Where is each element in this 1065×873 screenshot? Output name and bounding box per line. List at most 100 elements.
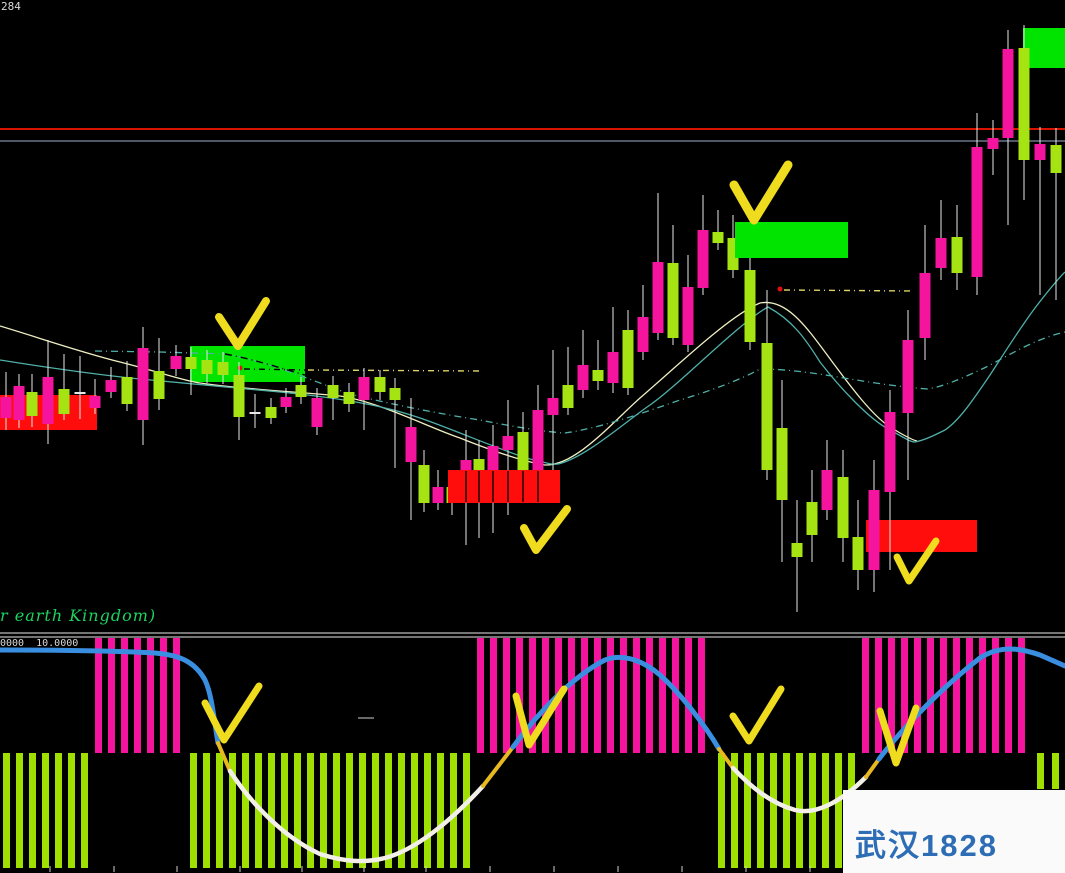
buy-zone-box (1023, 28, 1065, 68)
magenta-histogram-bar (173, 638, 180, 753)
green-histogram-bar (333, 753, 340, 868)
oscillator-line (0, 646, 1065, 864)
magenta-histogram-bar (875, 638, 882, 753)
watermark-badge: 武汉1828 wh1828.com (843, 790, 1065, 873)
green-histogram-bar (822, 753, 829, 868)
bear-candle (1018, 48, 1030, 160)
bull-candle (919, 273, 931, 338)
main-checkmarks (215, 160, 940, 585)
bull-candle (1002, 49, 1014, 138)
magenta-histogram-bar (620, 638, 627, 753)
checkmark-icon (520, 505, 571, 554)
bear-candle (791, 543, 803, 557)
bull-candle (0, 397, 12, 418)
bear-candle (185, 357, 197, 369)
bear-candle (389, 388, 401, 400)
bull-candle (547, 398, 559, 415)
magenta-histogram-bar (160, 638, 167, 753)
oscillator-segment (481, 745, 515, 788)
checkmark-icon (876, 704, 920, 767)
magenta-histogram-bar (581, 638, 588, 753)
magenta-histogram-bar (992, 638, 999, 753)
checkmark-icon (729, 160, 793, 225)
oscillator-segment (216, 741, 232, 773)
bear-candle (837, 477, 849, 538)
bear-candle (667, 263, 679, 338)
magenta-histogram-bar (927, 638, 934, 753)
teal-dash-ma (94, 331, 1065, 434)
bear-candle (761, 343, 773, 470)
green-histogram-bar (42, 753, 49, 868)
magenta-histogram-bar (568, 638, 575, 753)
green-histogram-bar (346, 753, 353, 868)
sell-zone-box (448, 470, 560, 503)
bear-candle (622, 330, 634, 388)
candlestick-series (0, 25, 1062, 612)
green-histogram-bar (16, 753, 23, 868)
signal-dot (777, 286, 783, 292)
magenta-histogram-bar (862, 638, 869, 753)
moving-average-lines (0, 271, 1065, 466)
green-histogram-bar (320, 753, 327, 868)
bear-candle (295, 385, 307, 397)
magenta-histogram-bar (914, 638, 921, 753)
green-histogram-bar (398, 753, 405, 868)
magenta-histogram-bar (594, 638, 601, 753)
horizontal-alert-lines (0, 128, 1065, 142)
bull-candle (971, 147, 983, 277)
green-histogram-bar (55, 753, 62, 868)
checkmark-icon (201, 682, 263, 744)
bear-candle (562, 385, 574, 408)
oscillator-segment (717, 747, 735, 770)
bear-candle (776, 428, 788, 500)
checkmark-icon (215, 297, 270, 350)
bull-candle (405, 427, 417, 462)
magenta-histogram-bar (503, 638, 510, 753)
signal-dash-segment (307, 369, 481, 372)
box-overlay-wicks (465, 471, 539, 502)
bull-candle (358, 377, 370, 400)
indicator-signature-text: r earth Kingdom) (0, 606, 157, 625)
magenta-histogram-bar (940, 638, 947, 753)
green-histogram-bar (718, 753, 725, 868)
green-histogram-bar (450, 753, 457, 868)
magenta-histogram-bar (529, 638, 536, 753)
bear-candle (951, 237, 963, 273)
magenta-histogram-bar (95, 638, 102, 753)
magenta-histogram-bar (542, 638, 549, 753)
bear-candle (473, 459, 485, 471)
magenta-histogram-bar (888, 638, 895, 753)
magenta-histogram-bar (490, 638, 497, 753)
green-histogram-bar (463, 753, 470, 868)
bull-candle (902, 340, 914, 413)
bear-candle (58, 389, 70, 414)
khaki-ma (0, 301, 918, 466)
lower-checkmarks (201, 682, 920, 767)
bear-candle (343, 392, 355, 404)
green-histogram-bar (307, 753, 314, 868)
bull-candle (137, 348, 149, 420)
green-histogram-bar (242, 753, 249, 868)
magenta-histogram-bar (1018, 638, 1025, 753)
sell-zone-box (866, 520, 977, 552)
checkmark-icon (893, 537, 940, 585)
magenta-histogram-bar (953, 638, 960, 753)
magenta-histogram-bar (966, 638, 973, 753)
bull-candle (821, 470, 833, 510)
green-histogram-bar (29, 753, 36, 868)
magenta-histogram-bar (1005, 638, 1012, 753)
green-histogram-bar (757, 753, 764, 868)
bull-candle (170, 356, 182, 369)
bear-candle (744, 270, 756, 342)
bull-candle (13, 386, 25, 420)
green-histogram-bar (294, 753, 301, 868)
bear-candle (592, 370, 604, 381)
bull-candle (682, 287, 694, 345)
checkmark-icon (512, 685, 568, 749)
bear-candle (201, 360, 213, 374)
green-histogram-bar (385, 753, 392, 868)
green-histogram-bar (281, 753, 288, 868)
green-histogram-bar (1052, 753, 1059, 789)
bull-candle (432, 487, 444, 503)
